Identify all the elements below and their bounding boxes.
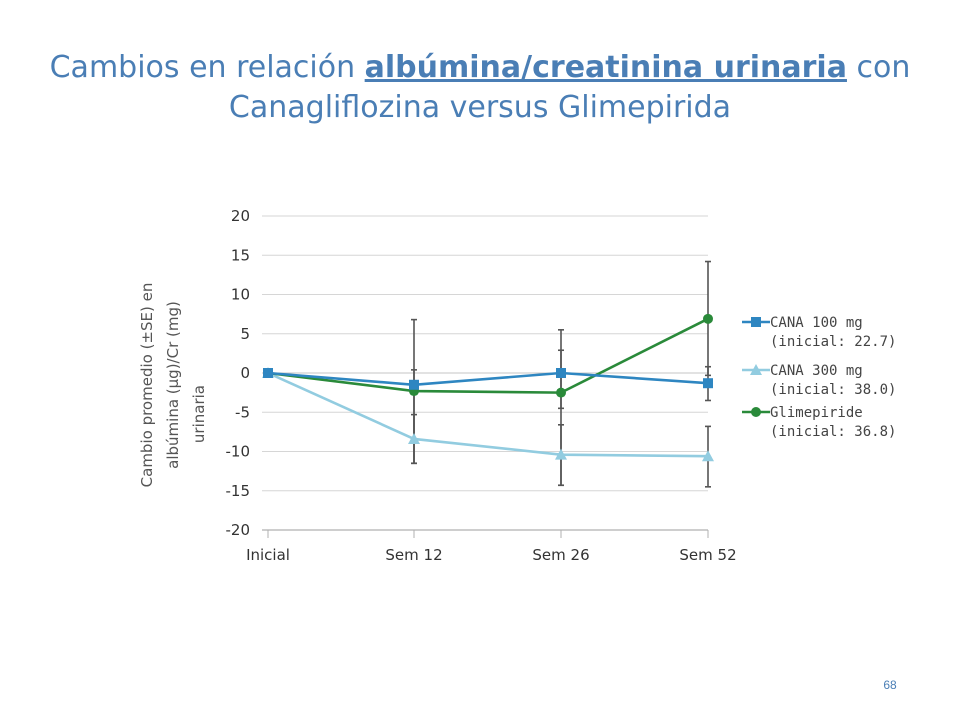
x-tick-label: Inicial xyxy=(246,546,290,564)
legend-entry: Glimepiride xyxy=(770,405,863,421)
data-point xyxy=(703,313,713,324)
data-point xyxy=(409,379,419,390)
legend-entry: CANA 100 mg xyxy=(770,315,863,331)
legend-swatch-marker xyxy=(751,317,761,327)
series-line xyxy=(267,371,709,387)
legend-swatch-marker xyxy=(751,407,761,417)
gridlines xyxy=(262,215,708,531)
y-tick-label: -10 xyxy=(226,443,251,461)
legend: CANA 100 mg (inicial: 22.7) CANA 300 mg (in… xyxy=(742,315,896,440)
series-lines xyxy=(262,313,714,462)
y-tick-label: 15 xyxy=(231,246,250,264)
legend-entry: CANA 300 mg xyxy=(770,363,863,379)
title-highlight: albúmina/creatinina urinaria xyxy=(364,50,847,85)
data-point xyxy=(556,368,566,378)
y-axis-label-line-1: Cambio promedio (±SE) en xyxy=(138,283,156,488)
title-part1: Cambios en relación xyxy=(49,50,365,85)
y-tick-label: -20 xyxy=(226,521,251,539)
x-tick-labels: Inicial Sem 12 Sem 26 Sem 52 xyxy=(246,530,737,564)
y-tick-label: 10 xyxy=(231,286,250,304)
y-tick-label: 20 xyxy=(231,207,250,225)
title-part2: con Canagliflozina versus Glimepirida xyxy=(228,50,911,125)
y-axis-label-line-2: albúmina (µg)/Cr (mg) xyxy=(164,301,182,469)
data-point xyxy=(263,368,273,378)
y-axis-label: Cambio promedio (±SE) en albúmina (µg)/C… xyxy=(138,283,208,488)
y-tick-label: 5 xyxy=(240,325,250,343)
y-axis-label-line-3: urinaria xyxy=(190,385,208,443)
y-tick-label: -15 xyxy=(226,482,251,500)
series-line xyxy=(267,371,709,458)
data-point xyxy=(556,387,566,398)
data-point xyxy=(555,448,567,460)
data-point xyxy=(703,378,713,389)
x-tick-label: Sem 26 xyxy=(532,546,589,564)
legend-entry-subtitle: (inicial: 38.0) xyxy=(770,382,896,398)
x-tick-label: Sem 12 xyxy=(385,546,442,564)
legend-entry-subtitle: (inicial: 36.8) xyxy=(770,424,896,440)
slide-title: Cambios en relación albúmina/creatinina … xyxy=(40,48,920,128)
y-tick-labels: 20 15 10 5 0 -5 -10 -15 -20 xyxy=(226,207,251,539)
page-number: 68 xyxy=(883,678,897,692)
legend-swatch-marker xyxy=(750,364,762,375)
data-point xyxy=(408,432,420,444)
y-tick-label: 0 xyxy=(240,364,250,382)
series-line xyxy=(267,317,709,394)
y-tick-label: -5 xyxy=(235,403,250,421)
x-tick-label: Sem 52 xyxy=(679,546,736,564)
data-point xyxy=(702,450,714,462)
legend-entry-subtitle: (inicial: 22.7) xyxy=(770,334,896,350)
